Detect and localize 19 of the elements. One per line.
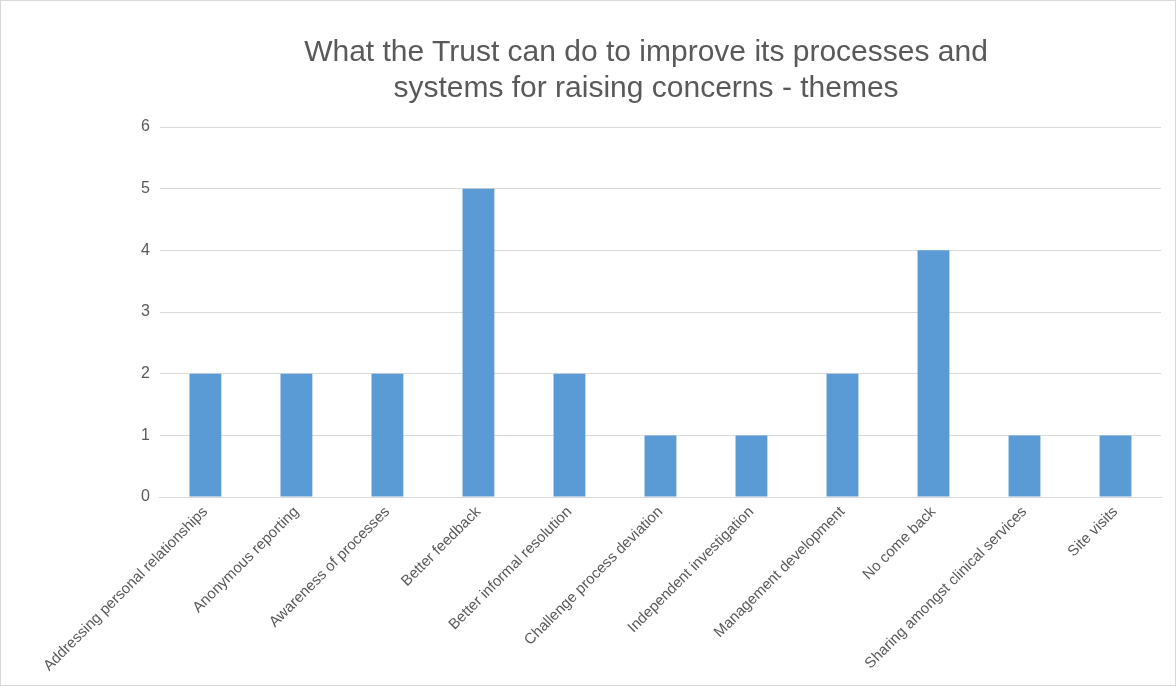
y-tick-label: 2: [140, 364, 150, 382]
bar: [917, 250, 950, 497]
y-tick-label: 4: [140, 240, 150, 258]
bar: [826, 373, 859, 497]
bar: [189, 373, 222, 497]
bar: [1008, 435, 1041, 497]
bar: [462, 188, 495, 497]
y-tick-label: 1: [140, 425, 150, 443]
bar: [644, 435, 677, 497]
bar: [1099, 435, 1132, 497]
y-tick-label: 6: [140, 117, 150, 135]
y-tick-label: 0: [140, 487, 150, 505]
bar: [280, 373, 313, 497]
bar: [553, 373, 586, 497]
y-tick-label: 5: [140, 179, 150, 197]
bar: [371, 373, 404, 497]
chart-title: What the Trust can do to improve its processes and systems for raising concerns - themes: [304, 34, 988, 104]
y-tick-label: 3: [140, 302, 150, 320]
bar: [735, 435, 768, 497]
